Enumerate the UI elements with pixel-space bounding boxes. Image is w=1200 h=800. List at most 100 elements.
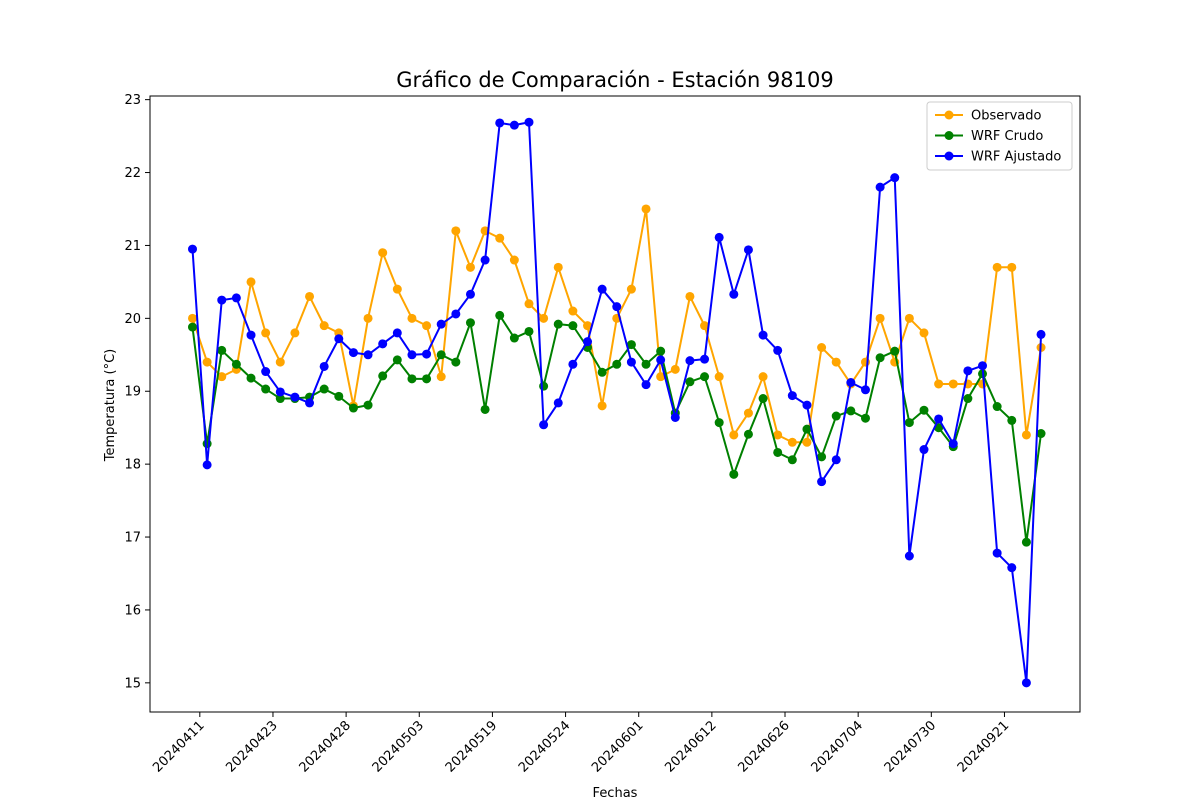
data-point	[641, 204, 651, 214]
data-point	[363, 313, 373, 323]
y-tick-label: 20	[124, 312, 141, 327]
data-point	[392, 284, 402, 294]
data-point	[261, 367, 271, 377]
legend: Observado WRF Crudo WRF Ajustado	[926, 101, 1073, 171]
data-point	[597, 367, 607, 377]
data-point	[831, 411, 841, 421]
x-axis-label: Fechas	[593, 786, 638, 800]
data-point	[875, 313, 885, 323]
data-point	[992, 402, 1002, 412]
x-tick-label: 20240519	[443, 718, 500, 775]
data-point	[583, 337, 593, 347]
data-point	[773, 430, 783, 440]
data-point	[656, 346, 666, 356]
data-point	[188, 244, 197, 254]
data-point	[568, 359, 578, 369]
data-point	[860, 413, 870, 423]
data-point	[700, 372, 710, 382]
x-tick-label: 20240601	[589, 718, 646, 775]
data-point	[685, 356, 695, 366]
x-tick-label: 20240524	[516, 718, 573, 775]
data-point	[773, 345, 783, 355]
data-point	[948, 379, 958, 389]
series-line	[191, 314, 1043, 544]
data-point	[275, 357, 285, 367]
data-point	[480, 404, 490, 414]
data-point	[334, 391, 344, 401]
series-observado	[188, 204, 1046, 447]
data-point	[495, 233, 505, 243]
legend-label: Observado	[971, 109, 1042, 124]
data-point	[261, 328, 271, 338]
data-point	[436, 350, 446, 360]
data-point	[231, 293, 241, 303]
data-point	[363, 350, 373, 360]
y-tick-label: 15	[124, 676, 141, 691]
data-point	[480, 255, 490, 265]
data-point	[407, 374, 417, 384]
data-point	[568, 306, 578, 316]
data-point	[451, 226, 461, 236]
data-point	[817, 343, 827, 353]
data-point	[319, 321, 329, 331]
data-point	[729, 289, 739, 299]
data-point	[246, 330, 256, 340]
data-point	[422, 374, 432, 384]
series-line	[191, 121, 1043, 684]
data-point	[831, 455, 841, 465]
y-tick-label: 17	[124, 531, 141, 546]
data-point	[978, 361, 988, 371]
data-point	[465, 318, 475, 328]
data-point	[904, 551, 914, 561]
chart-title: Gráfico de Comparación - Estación 98109	[396, 68, 833, 92]
legend-label: WRF Ajustado	[971, 150, 1061, 165]
data-point	[1007, 563, 1017, 573]
y-tick-label: 21	[124, 239, 141, 254]
plot-frame	[149, 95, 1081, 713]
data-point	[392, 328, 402, 338]
data-point	[451, 309, 461, 319]
data-point	[802, 400, 812, 410]
data-point	[919, 328, 929, 338]
data-point	[714, 232, 724, 242]
data-point	[378, 248, 388, 258]
data-point	[817, 477, 827, 487]
data-point	[275, 394, 285, 404]
data-point	[363, 400, 373, 410]
data-point	[743, 408, 753, 418]
data-point	[217, 345, 227, 355]
data-point	[963, 366, 973, 376]
legend-label: WRF Crudo	[971, 129, 1043, 144]
legend-swatch-marker	[944, 110, 954, 120]
data-point	[934, 414, 944, 424]
x-tick-label: 20240612	[662, 718, 719, 775]
plot-area: 15 16 17 18 19 20 21 22 23 20240411 20240423 202404…	[124, 93, 1081, 776]
data-point	[626, 340, 636, 350]
data-point	[919, 405, 929, 415]
data-point	[1036, 329, 1046, 339]
data-point	[890, 173, 900, 183]
data-point	[656, 355, 666, 365]
data-point	[992, 548, 1002, 558]
data-point	[626, 357, 636, 367]
data-point	[597, 284, 607, 294]
data-point	[465, 262, 475, 272]
data-point	[875, 182, 885, 192]
data-point	[612, 359, 622, 369]
data-point	[641, 359, 651, 369]
x-tick-label: 20240411	[150, 718, 207, 775]
data-point	[1021, 537, 1031, 547]
x-tick-label: 20240921	[955, 718, 1012, 775]
y-tick-label: 23	[124, 93, 141, 108]
data-point	[378, 339, 388, 349]
data-point	[539, 381, 549, 391]
data-point	[583, 321, 593, 331]
data-point	[934, 379, 944, 389]
legend-box	[926, 101, 1073, 171]
data-point	[509, 255, 519, 265]
data-point	[626, 284, 636, 294]
data-point	[495, 118, 505, 128]
y-tick-label: 19	[124, 385, 141, 400]
legend-swatch-marker	[944, 131, 954, 140]
